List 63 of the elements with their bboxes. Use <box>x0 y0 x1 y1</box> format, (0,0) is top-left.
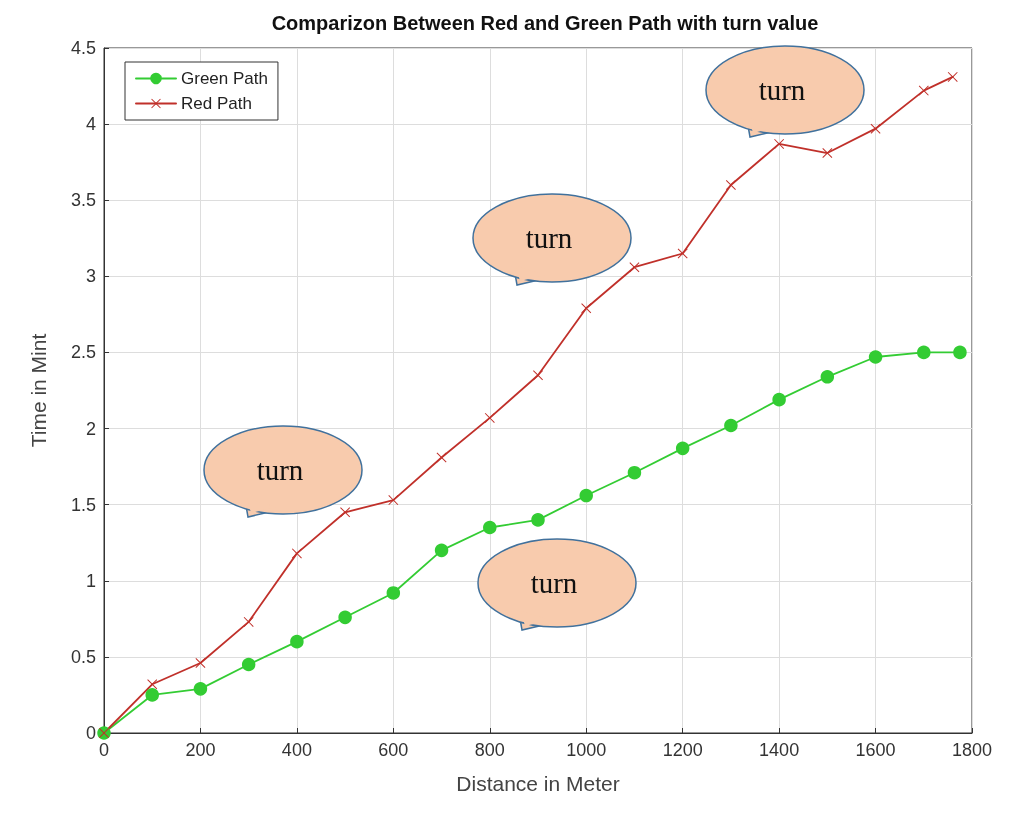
point <box>531 513 545 527</box>
point <box>579 488 593 503</box>
point <box>947 71 958 82</box>
point <box>147 679 158 690</box>
y-tick-label: 1.5 <box>70 494 96 515</box>
point <box>581 303 592 314</box>
point <box>145 688 159 702</box>
y-axis-title: Time in Mint <box>27 333 50 448</box>
point <box>629 262 640 273</box>
annotation: turn <box>525 222 573 254</box>
point <box>484 412 495 423</box>
y-tick-label: 2.5 <box>70 342 96 363</box>
point <box>195 657 206 668</box>
point <box>483 520 497 535</box>
point <box>953 345 967 360</box>
point <box>820 370 835 384</box>
point <box>290 634 304 649</box>
x-tick-label: 1600 <box>855 740 896 760</box>
point <box>918 85 929 96</box>
x-axis-title: Distance in Meter <box>456 772 620 795</box>
point <box>243 616 254 627</box>
point <box>241 657 256 672</box>
speech-bubble: turn <box>705 45 865 138</box>
point <box>724 418 738 433</box>
chart-title: Comparizon Between Red and Green Path with turn value <box>271 12 819 34</box>
speech-bubble: turn <box>472 193 632 286</box>
annotation: turn <box>758 74 806 106</box>
point <box>386 586 401 600</box>
point <box>772 392 786 407</box>
point <box>917 345 931 360</box>
annotation: turn <box>530 567 578 599</box>
x-tick-label: 1200 <box>662 740 703 760</box>
y-tick-label: 1 <box>85 570 96 591</box>
x-tick-label: 0 <box>98 740 110 760</box>
y-tick-label: 2 <box>85 418 96 439</box>
point <box>868 350 883 364</box>
y-tick-label: 3 <box>85 266 96 287</box>
point <box>822 148 833 159</box>
y-tick-label: 4.5 <box>70 38 96 58</box>
point <box>291 548 302 559</box>
speech-bubble: turn <box>477 538 637 631</box>
x-tick-label: 200 <box>185 740 216 760</box>
x-tick-label: 1000 <box>566 740 607 760</box>
y-tick-label: 4 <box>85 114 96 135</box>
x-tick-label: 1800 <box>951 740 993 760</box>
legend-label: Green Path <box>181 69 268 88</box>
point <box>388 495 399 506</box>
point <box>434 543 449 558</box>
x-tick-label: 600 <box>378 740 409 760</box>
x-tick-label: 400 <box>281 740 312 760</box>
x-tick-label: 800 <box>474 740 505 760</box>
y-tick-label: 0.5 <box>70 646 96 667</box>
point <box>340 507 351 518</box>
point <box>627 465 642 480</box>
point <box>675 441 690 456</box>
y-tick-label: 3.5 <box>70 190 96 211</box>
speech-bubble: turn <box>203 425 363 518</box>
legend-label: Red Path <box>181 94 252 113</box>
point <box>193 682 208 696</box>
x-tick-label: 1400 <box>759 740 800 760</box>
y-tick-label: 0 <box>85 723 96 743</box>
point <box>338 610 352 625</box>
annotation: turn <box>256 454 304 486</box>
